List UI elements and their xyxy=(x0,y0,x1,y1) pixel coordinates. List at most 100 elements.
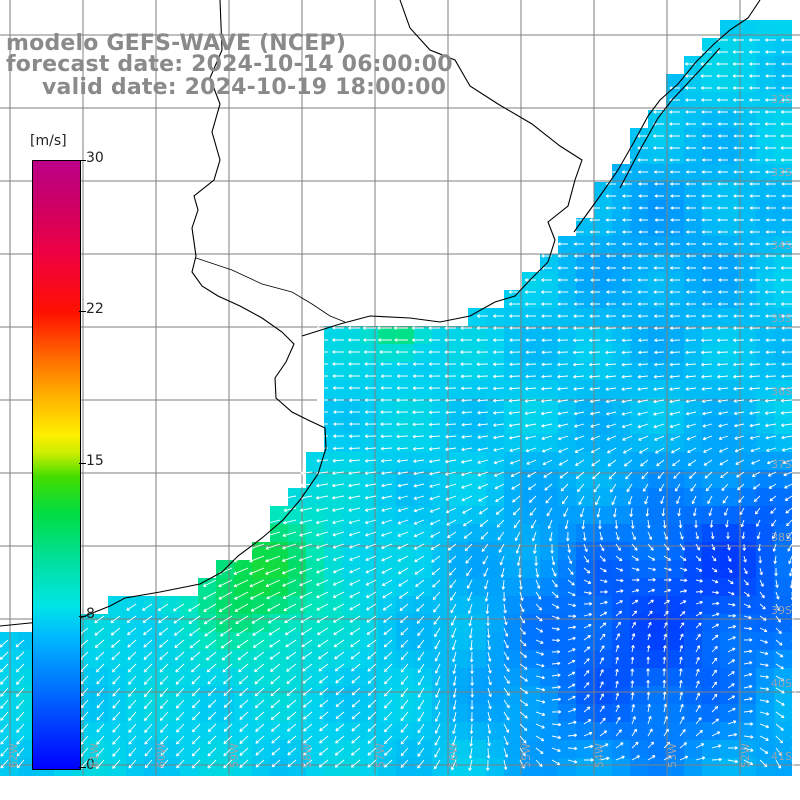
wind-cell xyxy=(504,470,522,488)
wind-cell xyxy=(342,722,360,740)
wind-cell xyxy=(648,344,666,362)
wind-arrow xyxy=(487,687,492,698)
wind-cell xyxy=(756,146,774,164)
wind-cell xyxy=(450,434,468,452)
wind-arrow xyxy=(286,711,297,720)
wind-cell xyxy=(504,380,522,398)
wind-arrow xyxy=(159,711,169,721)
wind-cell xyxy=(558,344,576,362)
wind-arrow xyxy=(679,645,684,653)
wind-arrow xyxy=(464,543,473,552)
wind-arrow xyxy=(96,687,105,697)
wind-arrow xyxy=(743,747,754,752)
wind-arrow xyxy=(316,543,329,549)
wind-cell xyxy=(504,560,522,578)
wind-cell xyxy=(720,632,738,650)
wind-arrow xyxy=(332,495,345,500)
wind-arrow xyxy=(701,110,712,114)
wind-arrow xyxy=(249,555,265,563)
wind-cell xyxy=(594,758,612,776)
wind-cell xyxy=(432,524,450,542)
wind-cell xyxy=(612,290,630,308)
wind-cell xyxy=(234,740,252,758)
wind-arrow xyxy=(759,663,769,667)
wind-arrow xyxy=(663,622,668,629)
wind-cell xyxy=(684,632,702,650)
wind-cell xyxy=(774,254,792,272)
wind-arrow xyxy=(743,603,751,608)
wind-cell xyxy=(306,722,324,740)
wind-arrow xyxy=(380,422,393,426)
wind-cell xyxy=(702,326,720,344)
wind-cell xyxy=(774,578,792,596)
wind-cell xyxy=(648,326,666,344)
wind-arrow xyxy=(743,615,752,620)
wind-arrow xyxy=(567,720,577,725)
wind-cell xyxy=(450,416,468,434)
wind-cell xyxy=(720,56,738,74)
wind-arrow xyxy=(381,483,393,488)
wind-arrow xyxy=(541,326,553,330)
wind-arrow xyxy=(143,663,153,673)
wind-cell xyxy=(558,560,576,578)
wind-arrow xyxy=(142,615,153,624)
wind-arrow xyxy=(508,386,521,391)
wind-cell xyxy=(702,722,720,740)
wind-arrow xyxy=(286,675,297,684)
wind-arrow xyxy=(605,206,616,210)
wind-arrow xyxy=(233,555,249,563)
wind-arrow xyxy=(382,591,393,599)
wind-arrow xyxy=(175,699,185,709)
wind-arrow xyxy=(397,531,409,537)
wind-arrow xyxy=(433,615,441,625)
wind-arrow xyxy=(525,362,537,367)
wind-arrow xyxy=(413,519,425,525)
wind-cell xyxy=(702,254,720,272)
wind-arrow xyxy=(654,182,664,186)
wind-cell xyxy=(756,164,774,182)
wind-cell xyxy=(396,740,414,758)
wind-arrow xyxy=(775,591,780,600)
wind-arrow xyxy=(484,579,489,590)
wind-arrow xyxy=(749,194,760,198)
wind-arrow xyxy=(727,695,736,701)
wind-arrow xyxy=(299,507,313,512)
wind-cell xyxy=(666,272,684,290)
wind-cell xyxy=(486,362,504,380)
wind-cell xyxy=(756,290,774,308)
wind-arrow xyxy=(218,603,233,612)
wind-cell xyxy=(414,524,432,542)
wind-arrow xyxy=(637,266,648,270)
wind-arrow xyxy=(428,338,441,342)
wind-cell xyxy=(378,668,396,686)
wind-cell xyxy=(180,686,198,704)
wind-arrow xyxy=(702,423,713,428)
wind-cell xyxy=(90,740,108,758)
wind-arrow xyxy=(364,422,377,426)
wind-arrow xyxy=(496,519,505,528)
wind-arrow xyxy=(377,338,392,342)
wind-cell xyxy=(648,740,666,758)
wind-arrow xyxy=(299,519,313,525)
wind-arrow xyxy=(477,435,489,440)
wind-arrow xyxy=(493,314,505,318)
wind-arrow xyxy=(299,579,313,587)
wind-arrow xyxy=(654,230,664,234)
wind-arrow xyxy=(348,507,361,512)
wind-arrow xyxy=(283,603,297,611)
wind-cell xyxy=(738,470,756,488)
wind-arrow xyxy=(461,435,473,439)
wind-arrow xyxy=(383,723,393,733)
wind-arrow xyxy=(621,326,633,331)
wind-cell xyxy=(684,110,702,128)
wind-arrow xyxy=(656,459,665,467)
wind-arrow xyxy=(679,703,684,713)
wind-arrow xyxy=(765,350,777,355)
wind-arrow xyxy=(435,687,441,698)
wind-arrow xyxy=(765,338,777,342)
wind-cell xyxy=(774,20,792,38)
wind-cell xyxy=(504,740,522,758)
wind-cell xyxy=(234,650,252,668)
wind-cell xyxy=(612,758,630,776)
wind-arrow xyxy=(412,398,425,403)
